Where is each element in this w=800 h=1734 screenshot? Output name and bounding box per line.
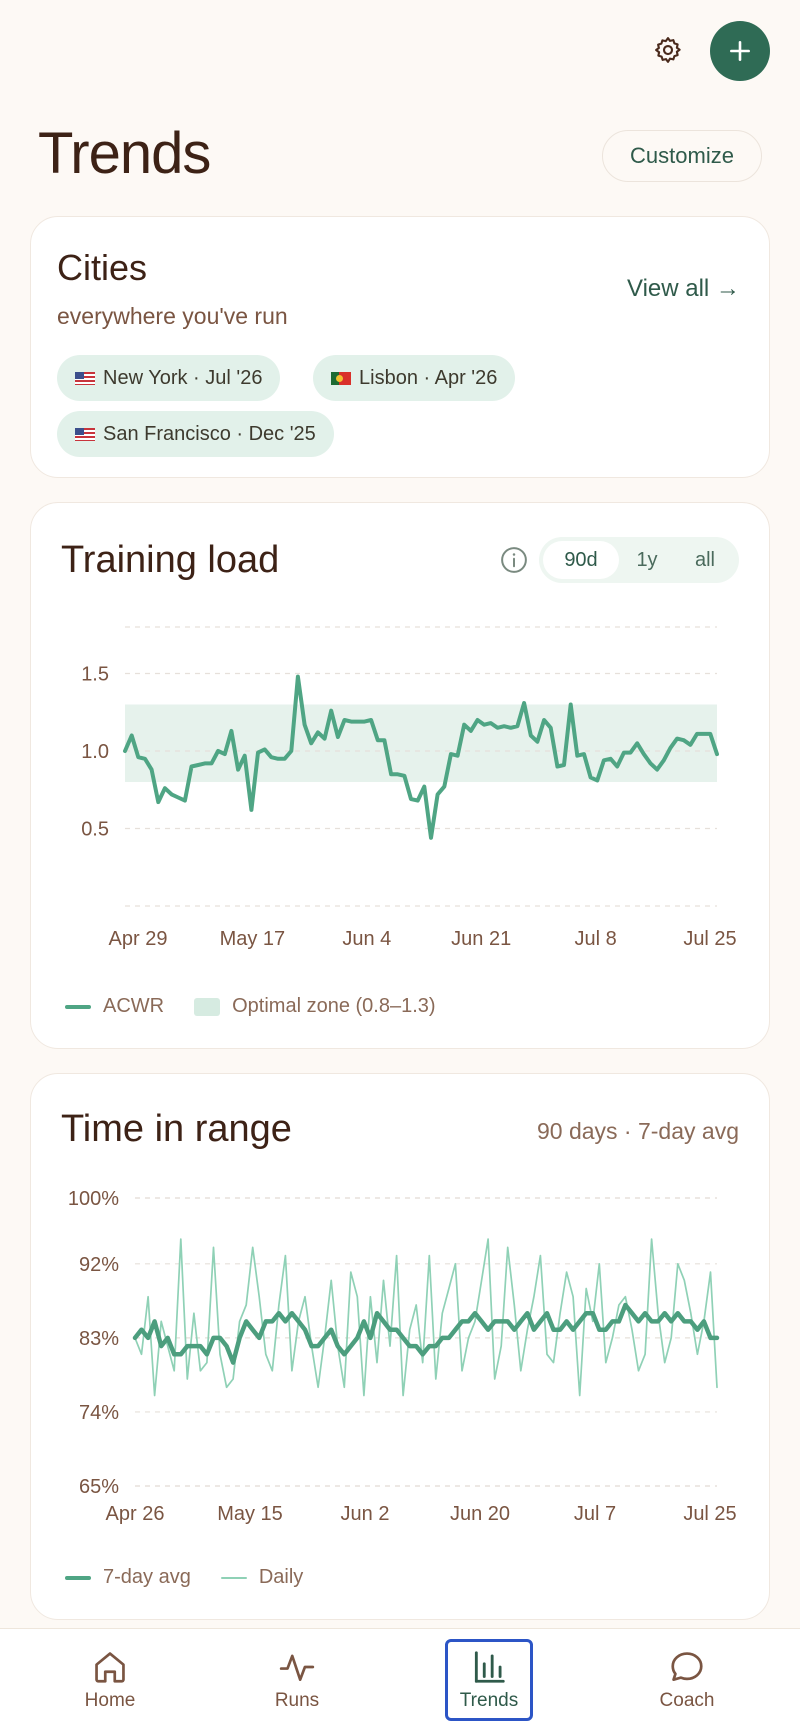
x-tick-label: Apr 29	[109, 928, 168, 950]
time-in-range-legend: 7-day avg Daily	[65, 1566, 303, 1589]
bar-chart-icon	[474, 1651, 505, 1683]
settings-button[interactable]	[646, 28, 690, 72]
cities-title: Cities	[57, 247, 148, 288]
us-flag-icon	[75, 371, 95, 385]
y-tick-label: 92%	[79, 1254, 119, 1276]
daily-series-line	[134, 1238, 718, 1397]
avg-legend-swatch	[65, 1575, 91, 1580]
y-tick-label: 74%	[79, 1402, 119, 1424]
bottom-nav: Home Runs Trends Coach	[0, 1628, 800, 1734]
city-chip-san-francisco[interactable]: San Francisco · Dec '25	[57, 411, 334, 457]
plus-icon	[730, 41, 750, 61]
x-tick-label: Jun 21	[451, 928, 511, 950]
portugal-flag-icon	[331, 371, 351, 385]
x-tick-label: Jul 7	[574, 1503, 616, 1524]
city-chip-lisbon[interactable]: Lisbon · Apr '26	[313, 355, 516, 401]
y-tick-label: 0.5	[81, 819, 109, 841]
x-tick-label: May 17	[220, 928, 286, 950]
range-option-90d[interactable]: 90d	[543, 541, 619, 579]
range-option-all[interactable]: all	[694, 548, 715, 571]
y-tick-label: 83%	[79, 1328, 119, 1350]
nav-trends[interactable]: Trends	[445, 1639, 533, 1721]
customize-button[interactable]: Customize	[602, 130, 762, 182]
x-tick-label: Jul 25	[683, 928, 736, 950]
daily-legend-label: Daily	[258, 1566, 304, 1588]
top-bar	[0, 0, 800, 100]
x-tick-label: Jul 8	[574, 928, 616, 950]
chat-bubble-icon	[671, 1652, 703, 1682]
x-tick-label: Jun 4	[342, 928, 391, 950]
us-flag-icon	[75, 427, 95, 441]
daily-legend-swatch	[220, 1576, 247, 1579]
nav-home[interactable]: Home	[66, 1639, 154, 1721]
y-tick-label: 1.5	[81, 664, 109, 686]
nav-home-label: Home	[84, 1690, 136, 1711]
zone-legend-label: Optimal zone (0.8–1.3)	[232, 995, 436, 1017]
x-tick-label: Apr 26	[106, 1503, 165, 1524]
cities-subtitle: everywhere you've run	[57, 303, 288, 329]
y-tick-label: 1.0	[81, 741, 109, 763]
pulse-icon	[279, 1654, 315, 1682]
range-selector: 90d 1y all	[539, 537, 739, 583]
nav-runs-label: Runs	[274, 1690, 320, 1711]
avg-legend-label: 7-day avg	[103, 1566, 191, 1588]
x-tick-label: Jun 20	[450, 1503, 510, 1524]
y-tick-label: 100%	[68, 1188, 119, 1210]
add-button[interactable]	[710, 21, 770, 81]
zone-legend-swatch	[194, 997, 221, 1016]
training-load-chart: 0.5 1.0 1.5 Apr 29 May 17 Jun 4 Jun 21 Jul 8 Jul…	[81, 626, 737, 950]
city-chip-label: Lisbon · Apr '26	[359, 366, 498, 389]
x-tick-label: Jul 25	[683, 1503, 736, 1524]
info-icon[interactable]	[499, 545, 529, 575]
nav-coach-label: Coach	[659, 1690, 715, 1711]
x-tick-label: May 15	[217, 1503, 283, 1524]
nav-runs[interactable]: Runs	[253, 1639, 341, 1721]
training-load-card: Training load 90d 1y all 0.5 1.0 1.5 Apr 29…	[30, 502, 770, 1049]
acwr-legend-label: ACWR	[103, 995, 165, 1017]
range-option-1y[interactable]: 1y	[636, 548, 658, 571]
time-in-range-meta: 90 days · 7-day avg	[536, 1118, 739, 1144]
training-load-title: Training load	[61, 539, 280, 581]
city-chip-label: New York · Jul '26	[103, 366, 263, 389]
optimal-zone-band	[125, 704, 717, 782]
time-in-range-card: Time in range 90 days · 7-day avg 65% 74%…	[30, 1073, 770, 1620]
y-tick-label: 65%	[79, 1476, 119, 1498]
city-chip-new-york[interactable]: New York · Jul '26	[57, 355, 281, 401]
nav-coach[interactable]: Coach	[643, 1639, 731, 1721]
acwr-legend-swatch	[65, 1004, 91, 1009]
time-in-range-title: Time in range	[61, 1108, 292, 1150]
view-all-link[interactable]: View all →	[627, 275, 740, 302]
cities-card: Cities everywhere you've run View all → …	[30, 216, 770, 478]
acwr-series-line	[123, 674, 719, 840]
x-tick-label: Jun 2	[341, 1503, 390, 1524]
nav-trends-label: Trends	[459, 1690, 519, 1711]
city-chip-label: San Francisco · Dec '25	[103, 422, 316, 445]
gear-icon	[655, 37, 681, 63]
time-in-range-chart: 65% 74% 83% 92% 100% Apr 26 May 15 Jun 2 Jun 20 J…	[68, 1188, 737, 1524]
training-load-legend: ACWR Optimal zone (0.8–1.3)	[65, 995, 436, 1018]
seven-day-avg-series-line	[132, 1302, 720, 1365]
page-title: Trends	[38, 121, 211, 186]
home-icon	[95, 1652, 125, 1683]
